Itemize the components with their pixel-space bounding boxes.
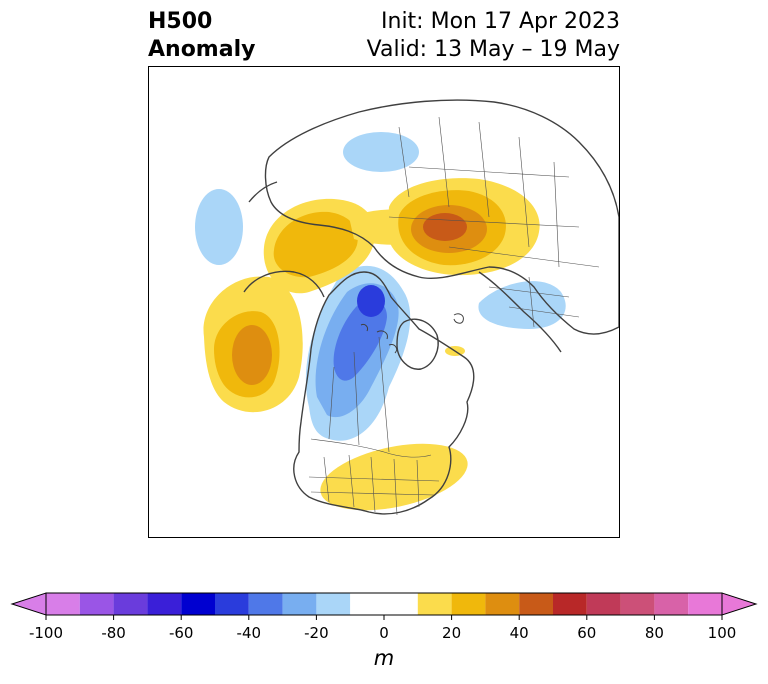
colorbar-bin xyxy=(316,593,351,615)
anomaly-label: Anomaly xyxy=(148,37,256,62)
anomaly-neg-scandinavia xyxy=(343,132,419,172)
anomaly-map xyxy=(195,99,619,516)
europe-coast xyxy=(478,271,562,353)
colorbar-bin xyxy=(113,593,148,615)
colorbar-bin xyxy=(519,593,553,615)
colorbar-bin xyxy=(147,593,182,615)
colorbar-tick-label: 100 xyxy=(707,624,737,642)
colorbar-tick-label: -20 xyxy=(304,624,329,642)
colorbar-bin xyxy=(586,593,621,615)
canada-province-lines xyxy=(328,336,390,453)
valid-range: Valid: 13 May – 19 May xyxy=(366,37,620,62)
colorbar-tick-label: -60 xyxy=(168,624,194,642)
anomaly-pos-gulf-alaska-core xyxy=(232,325,272,385)
title-left: H500 Anomaly xyxy=(148,8,255,64)
anomaly-pos-east-us xyxy=(320,443,468,511)
islands xyxy=(360,313,464,354)
colorbar-bin xyxy=(688,593,722,615)
north-america-coast xyxy=(293,271,475,515)
greenland-coast xyxy=(396,318,439,370)
colorbar-tick-label: 40 xyxy=(509,624,529,642)
anomaly-neg-canada-inner xyxy=(333,299,387,381)
colorbar-bin xyxy=(79,593,114,615)
colorbar-bin xyxy=(485,593,520,615)
colorbar-tick-label: -40 xyxy=(236,624,262,642)
eurasia-borders xyxy=(388,116,600,268)
colorbar-bin xyxy=(620,593,655,615)
svalbard xyxy=(453,313,464,324)
colorbar-bin xyxy=(46,593,80,615)
colorbar-bin xyxy=(553,593,587,615)
colorbar-bin xyxy=(417,593,452,615)
colorbar-bin xyxy=(282,593,317,615)
colorbar xyxy=(10,592,758,620)
arctic-islands xyxy=(360,324,398,354)
colorbar-bin xyxy=(248,593,283,615)
anomaly-neg-canada-core xyxy=(357,285,385,317)
colorbar-tick-label: 20 xyxy=(442,624,462,642)
anomaly-neg-west-pacific xyxy=(195,189,243,265)
colorbar-tick-label: 60 xyxy=(577,624,597,642)
colorbar-bin xyxy=(451,593,486,615)
title-right: Init: Mon 17 Apr 2023 Valid: 13 May – 19… xyxy=(367,8,620,64)
anomaly-pos-siberia-core xyxy=(423,213,467,241)
political-borders xyxy=(308,116,600,516)
map-panel xyxy=(148,66,620,538)
anomaly-neg-central-asia xyxy=(478,281,566,329)
japan-coast xyxy=(248,181,278,203)
colorbar-tick-label: 0 xyxy=(379,624,389,642)
colorbar-extend-min xyxy=(10,592,47,616)
variable-label: H500 xyxy=(148,9,213,34)
colorbar-extend-max xyxy=(721,592,758,616)
init-date: Init: Mon 17 Apr 2023 xyxy=(381,9,620,34)
positive-anomalies xyxy=(203,178,540,511)
eurasia-coast xyxy=(264,99,619,335)
colorbar-unit-label: m xyxy=(373,646,395,670)
us-state-lines xyxy=(308,454,440,516)
coastlines xyxy=(243,99,619,515)
europe-borders xyxy=(488,276,580,328)
colorbar-bin xyxy=(215,593,249,615)
colorbar-bin xyxy=(654,593,689,615)
colorbar-tick-label: 80 xyxy=(644,624,664,642)
alaska-coast xyxy=(243,270,325,298)
colorbar-tick-label: -100 xyxy=(28,624,64,642)
colorbar-bin xyxy=(181,593,215,615)
colorbar-tick-label: -80 xyxy=(101,624,126,642)
colorbar-bin xyxy=(350,593,418,615)
us-canada-border xyxy=(310,438,432,458)
